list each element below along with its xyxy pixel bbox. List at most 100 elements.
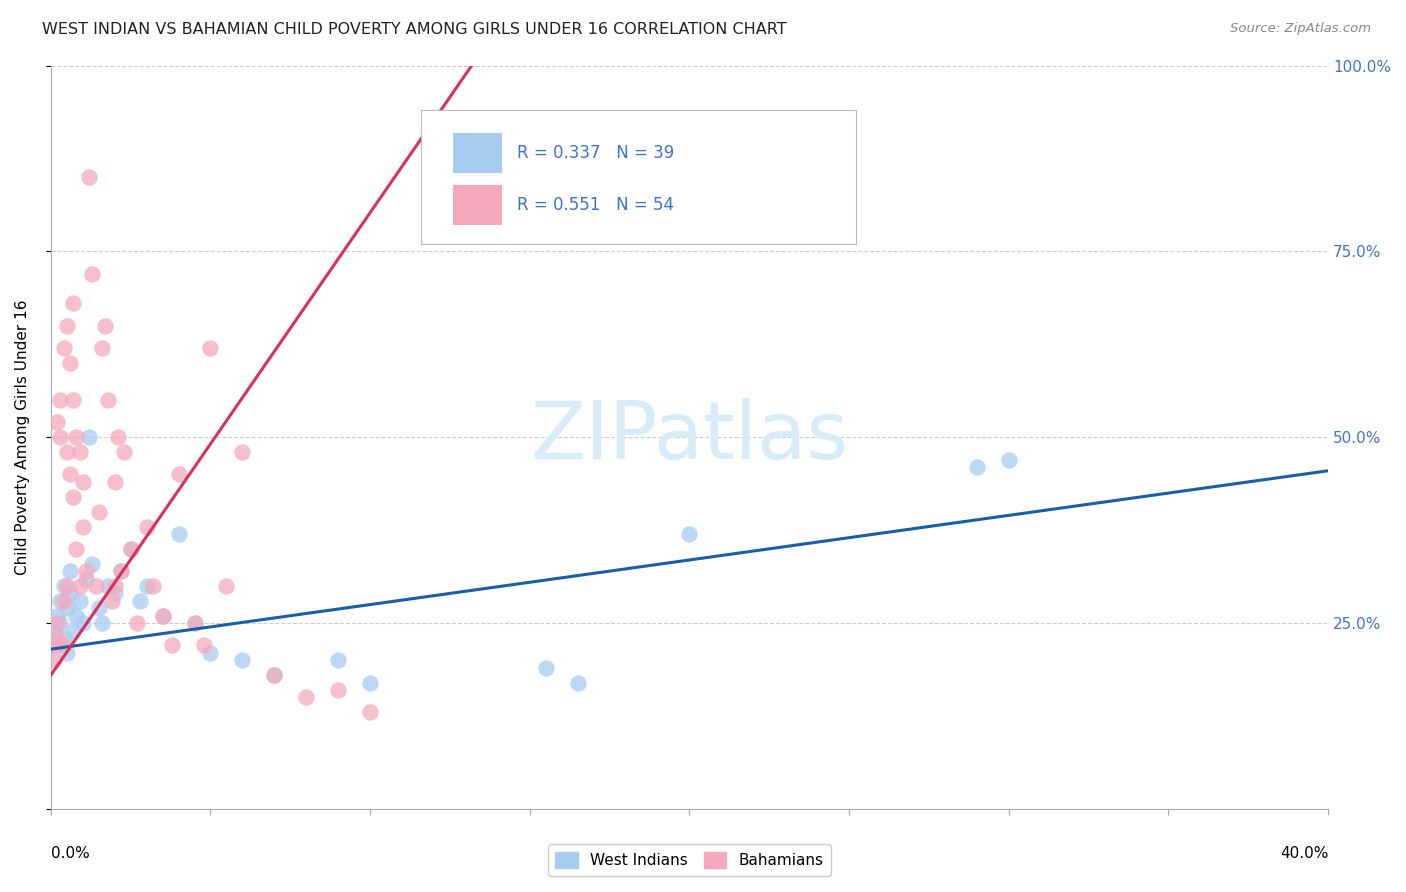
Point bbox=[160, 639, 183, 653]
Point bbox=[263, 668, 285, 682]
Point bbox=[120, 541, 142, 556]
Point bbox=[110, 564, 132, 578]
Point bbox=[84, 579, 107, 593]
Point bbox=[129, 594, 152, 608]
Point bbox=[46, 639, 69, 653]
Point bbox=[359, 675, 381, 690]
Point bbox=[49, 594, 72, 608]
Point bbox=[359, 706, 381, 720]
Point bbox=[152, 608, 174, 623]
Point bbox=[62, 393, 84, 408]
Point bbox=[193, 639, 215, 653]
Point bbox=[200, 341, 222, 355]
Point bbox=[82, 267, 104, 281]
Point bbox=[72, 616, 94, 631]
Point bbox=[59, 356, 82, 370]
Point bbox=[49, 616, 72, 631]
Point bbox=[56, 445, 79, 459]
Point bbox=[167, 467, 190, 482]
FancyBboxPatch shape bbox=[422, 111, 855, 244]
Point bbox=[42, 653, 65, 667]
Point bbox=[56, 579, 79, 593]
Point bbox=[59, 467, 82, 482]
Point bbox=[534, 661, 557, 675]
Text: 40.0%: 40.0% bbox=[1279, 846, 1329, 861]
Point bbox=[65, 541, 87, 556]
Legend: West Indians, Bahamians: West Indians, Bahamians bbox=[548, 845, 831, 876]
Point bbox=[328, 653, 350, 667]
Point bbox=[183, 616, 205, 631]
Point bbox=[59, 586, 82, 600]
Text: R = 0.551   N = 54: R = 0.551 N = 54 bbox=[517, 196, 673, 214]
Point bbox=[120, 541, 142, 556]
Point bbox=[998, 452, 1021, 467]
Point bbox=[62, 624, 84, 638]
Point bbox=[567, 675, 589, 690]
Point bbox=[215, 579, 238, 593]
Point bbox=[56, 318, 79, 333]
Point bbox=[104, 586, 127, 600]
Point bbox=[231, 653, 253, 667]
Point bbox=[52, 341, 75, 355]
Point bbox=[46, 416, 69, 430]
Text: 0.0%: 0.0% bbox=[51, 846, 90, 861]
Point bbox=[56, 646, 79, 660]
Point bbox=[966, 460, 988, 475]
Point bbox=[72, 475, 94, 489]
Point bbox=[52, 639, 75, 653]
Point bbox=[65, 430, 87, 444]
Point bbox=[678, 527, 700, 541]
Point bbox=[107, 430, 129, 444]
Point bbox=[231, 445, 253, 459]
Point bbox=[46, 616, 69, 631]
Point bbox=[183, 616, 205, 631]
Point bbox=[82, 557, 104, 571]
Point bbox=[104, 579, 127, 593]
Point bbox=[97, 579, 120, 593]
Point bbox=[125, 616, 148, 631]
Point bbox=[59, 564, 82, 578]
Point bbox=[90, 341, 112, 355]
Point bbox=[135, 579, 157, 593]
Point bbox=[75, 572, 97, 586]
Point bbox=[69, 579, 91, 593]
Point bbox=[152, 608, 174, 623]
Text: Source: ZipAtlas.com: Source: ZipAtlas.com bbox=[1230, 22, 1371, 36]
Point bbox=[46, 631, 69, 645]
Point bbox=[200, 646, 222, 660]
Point bbox=[49, 430, 72, 444]
Point bbox=[97, 393, 120, 408]
Point bbox=[77, 430, 100, 444]
Point bbox=[112, 445, 135, 459]
Point bbox=[42, 624, 65, 638]
Y-axis label: Child Poverty Among Girls Under 16: Child Poverty Among Girls Under 16 bbox=[15, 300, 30, 575]
Point bbox=[104, 475, 127, 489]
Point bbox=[56, 601, 79, 615]
FancyBboxPatch shape bbox=[453, 185, 502, 226]
Point bbox=[94, 318, 117, 333]
Text: WEST INDIAN VS BAHAMIAN CHILD POVERTY AMONG GIRLS UNDER 16 CORRELATION CHART: WEST INDIAN VS BAHAMIAN CHILD POVERTY AM… bbox=[42, 22, 787, 37]
Point bbox=[90, 616, 112, 631]
Point bbox=[62, 296, 84, 310]
Point bbox=[52, 579, 75, 593]
Point bbox=[46, 608, 69, 623]
Point bbox=[328, 683, 350, 698]
Point bbox=[87, 505, 110, 519]
Point bbox=[52, 631, 75, 645]
Point bbox=[135, 519, 157, 533]
Point bbox=[52, 594, 75, 608]
Point bbox=[295, 690, 318, 705]
Point bbox=[49, 393, 72, 408]
Point bbox=[142, 579, 165, 593]
Text: ZIPatlas: ZIPatlas bbox=[530, 399, 849, 476]
Text: R = 0.337   N = 39: R = 0.337 N = 39 bbox=[517, 145, 675, 162]
Point bbox=[42, 639, 65, 653]
Point bbox=[72, 519, 94, 533]
FancyBboxPatch shape bbox=[453, 133, 502, 173]
Point bbox=[100, 594, 122, 608]
Point bbox=[263, 668, 285, 682]
Point bbox=[110, 564, 132, 578]
Point bbox=[75, 564, 97, 578]
Point bbox=[65, 608, 87, 623]
Point bbox=[69, 594, 91, 608]
